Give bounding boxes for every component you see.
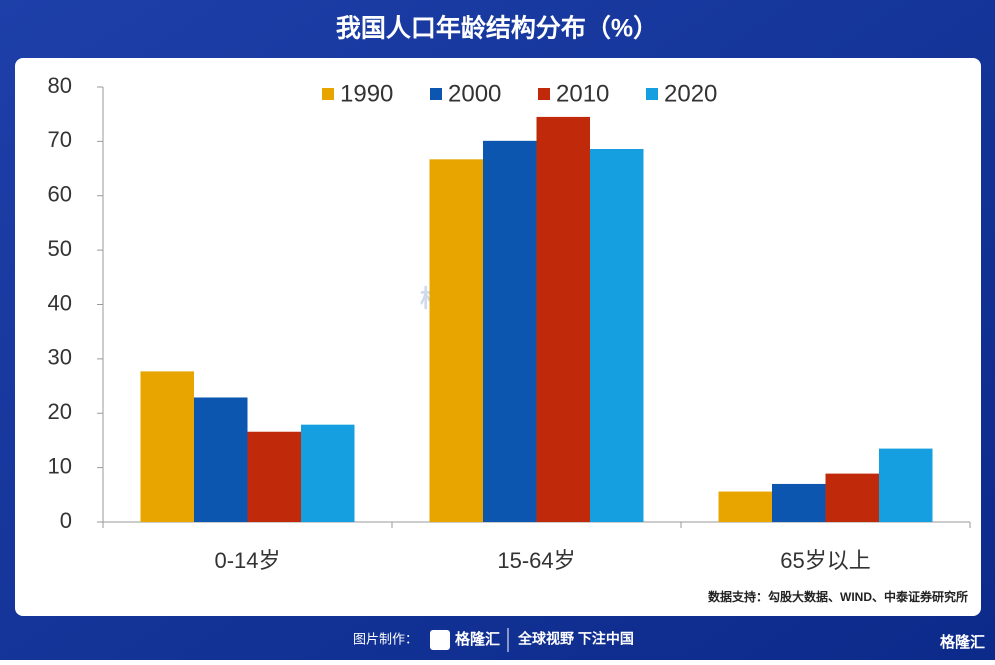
bar xyxy=(718,491,772,522)
legend-swatch xyxy=(538,88,550,100)
y-tick-label: 0 xyxy=(60,508,72,533)
y-tick-label: 40 xyxy=(48,290,72,315)
bar xyxy=(536,116,590,522)
legend-swatch xyxy=(430,88,442,100)
bar xyxy=(301,424,355,522)
y-tick-label: 50 xyxy=(48,236,72,261)
brand: 格隆汇 xyxy=(455,630,500,648)
bar xyxy=(429,159,483,522)
y-tick-label: 20 xyxy=(48,399,72,424)
bar xyxy=(247,431,301,522)
bar xyxy=(825,473,879,522)
legend-label: 2000 xyxy=(448,80,501,107)
legend-swatch xyxy=(322,88,334,100)
x-tick-label: 65岁以上 xyxy=(780,548,870,573)
bar xyxy=(590,148,644,523)
legend-label: 2020 xyxy=(664,80,717,107)
y-tick-label: 10 xyxy=(48,453,72,478)
legend-swatch xyxy=(646,88,658,100)
y-tick-label: 70 xyxy=(48,127,72,152)
legend-label: 1990 xyxy=(340,80,393,107)
logo-icon xyxy=(430,630,450,650)
corner-brand: 格隆汇 xyxy=(940,633,985,651)
made-by: 图片制作： xyxy=(353,631,418,646)
x-tick-label: 0-14岁 xyxy=(214,548,280,573)
y-tick-label: 30 xyxy=(48,345,72,370)
y-tick-label: 60 xyxy=(48,182,72,207)
bar xyxy=(879,448,933,522)
y-tick-label: 80 xyxy=(48,73,72,98)
bar xyxy=(483,140,537,523)
bar xyxy=(194,397,248,522)
legend-label: 2010 xyxy=(556,80,609,107)
bar xyxy=(772,483,826,522)
chart-title: 我国人口年龄结构分布（%） xyxy=(336,14,658,43)
bar xyxy=(140,371,194,522)
x-tick-label: 15-64岁 xyxy=(497,548,575,573)
source-note: 数据支持：勾股大数据、WIND、中泰证券研究所 xyxy=(708,589,968,604)
slogan: 全球视野 下注中国 xyxy=(517,631,634,647)
